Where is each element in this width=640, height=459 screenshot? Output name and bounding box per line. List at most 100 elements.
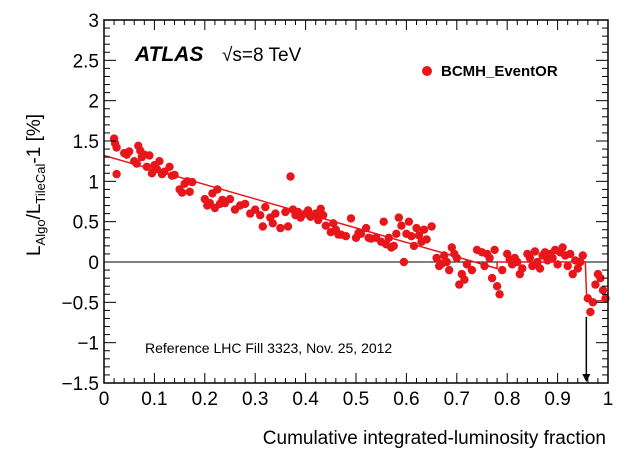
y-tick-label: −1.5 bbox=[61, 374, 99, 395]
data-point bbox=[125, 147, 134, 156]
data-point bbox=[533, 257, 542, 267]
data-point bbox=[177, 188, 187, 197]
data-point bbox=[268, 219, 277, 228]
x-tick-label: 0.5 bbox=[343, 389, 369, 410]
data-point bbox=[492, 282, 502, 291]
data-point bbox=[586, 307, 595, 317]
data-point bbox=[495, 290, 504, 299]
data-point bbox=[112, 143, 121, 152]
data-point bbox=[379, 217, 388, 226]
reference-arrow-head bbox=[582, 374, 591, 382]
y-axis-title-sub2: TileCal bbox=[33, 163, 48, 203]
data-point bbox=[404, 217, 414, 226]
legend-marker bbox=[422, 66, 432, 76]
y-axis-title-rest: -1 [%] bbox=[24, 114, 45, 164]
data-point bbox=[566, 249, 575, 259]
data-point bbox=[271, 209, 280, 218]
data-point bbox=[346, 214, 356, 223]
data-point bbox=[568, 269, 577, 279]
data-point bbox=[213, 185, 222, 194]
data-point bbox=[384, 233, 393, 242]
data-point bbox=[563, 261, 572, 271]
data-point bbox=[525, 253, 535, 263]
data-point bbox=[452, 253, 461, 263]
data-point bbox=[321, 221, 330, 230]
data-point bbox=[316, 204, 325, 213]
data-point bbox=[256, 211, 265, 220]
data-point bbox=[356, 229, 366, 238]
y-tick-label: −0.5 bbox=[61, 293, 99, 314]
data-point bbox=[553, 260, 562, 269]
energy-label: √s=8 TeV bbox=[222, 45, 302, 66]
data-point bbox=[462, 260, 472, 269]
data-point bbox=[530, 247, 540, 256]
y-tick-label: −1 bbox=[77, 334, 99, 355]
x-tick-label: 0.6 bbox=[393, 389, 419, 410]
data-point bbox=[188, 177, 197, 187]
data-point bbox=[341, 232, 351, 241]
data-points bbox=[109, 134, 610, 317]
data-point bbox=[588, 298, 598, 307]
data-point bbox=[467, 265, 477, 275]
data-point bbox=[440, 251, 449, 260]
data-point bbox=[329, 219, 338, 228]
x-tick-label: 0.4 bbox=[292, 389, 319, 410]
data-point bbox=[251, 205, 260, 214]
data-point bbox=[518, 264, 527, 273]
data-point bbox=[535, 264, 545, 273]
data-point bbox=[276, 223, 285, 233]
data-point bbox=[591, 280, 600, 289]
data-point bbox=[142, 162, 151, 171]
data-point bbox=[578, 251, 587, 260]
data-point bbox=[286, 172, 295, 181]
data-point bbox=[427, 222, 436, 231]
x-tick-label: 0.9 bbox=[544, 389, 570, 410]
data-point bbox=[460, 275, 469, 284]
y-tick-label: 2 bbox=[88, 92, 99, 113]
data-point bbox=[303, 206, 313, 215]
y-tick-label: 1.5 bbox=[73, 132, 99, 153]
data-point bbox=[414, 231, 424, 240]
data-point bbox=[361, 223, 371, 233]
data-point bbox=[225, 194, 235, 204]
data-point bbox=[261, 202, 270, 212]
data-point bbox=[170, 170, 179, 180]
x-tick-label: 0.1 bbox=[141, 389, 167, 410]
experiment-label: ATLAS bbox=[134, 43, 203, 66]
x-axis-title: Cumulative integrated-luminosity fractio… bbox=[263, 428, 606, 449]
y-axis-title: LAlgo/LTileCal-1 [%] bbox=[24, 114, 48, 256]
y-tick-label: 2.5 bbox=[73, 51, 99, 72]
data-point bbox=[165, 162, 174, 171]
y-tick-label: 0 bbox=[88, 253, 99, 274]
data-point bbox=[576, 257, 585, 267]
data-point bbox=[596, 273, 605, 283]
data-point bbox=[409, 241, 419, 251]
data-point bbox=[145, 151, 154, 160]
data-point bbox=[419, 225, 429, 234]
data-point bbox=[185, 187, 194, 196]
y-tick-label: 3 bbox=[88, 11, 99, 32]
x-tick-label: 1 bbox=[603, 389, 614, 410]
data-point bbox=[442, 257, 451, 267]
axis-ticks: 0 0.1 0.2 0.3 0.4 0.5 0.6 0.7 0.8 0.9 1 −1.5 −1 −0.5 0… bbox=[61, 11, 613, 410]
x-tick-label: 0.8 bbox=[494, 389, 520, 410]
y-axis-title-main: L bbox=[24, 245, 45, 256]
data-point bbox=[258, 222, 267, 231]
data-point bbox=[573, 264, 582, 273]
legend-label: BCMH_EventOR bbox=[441, 63, 558, 80]
data-point bbox=[394, 213, 403, 222]
y-tick-label: 0.5 bbox=[73, 213, 99, 234]
data-point bbox=[487, 273, 497, 283]
data-point bbox=[155, 157, 164, 166]
x-tick-label: 0.2 bbox=[192, 389, 218, 410]
data-point bbox=[132, 159, 141, 168]
data-point bbox=[558, 243, 567, 252]
data-point bbox=[485, 253, 494, 263]
data-point bbox=[389, 241, 398, 251]
y-axis-title-sub1: Algo bbox=[33, 219, 48, 245]
data-point bbox=[480, 261, 489, 271]
y-tick-label: 1 bbox=[88, 172, 99, 193]
data-point bbox=[498, 265, 507, 275]
reference-fill-annotation: Reference LHC Fill 3323, Nov. 25, 2012 bbox=[145, 340, 392, 356]
